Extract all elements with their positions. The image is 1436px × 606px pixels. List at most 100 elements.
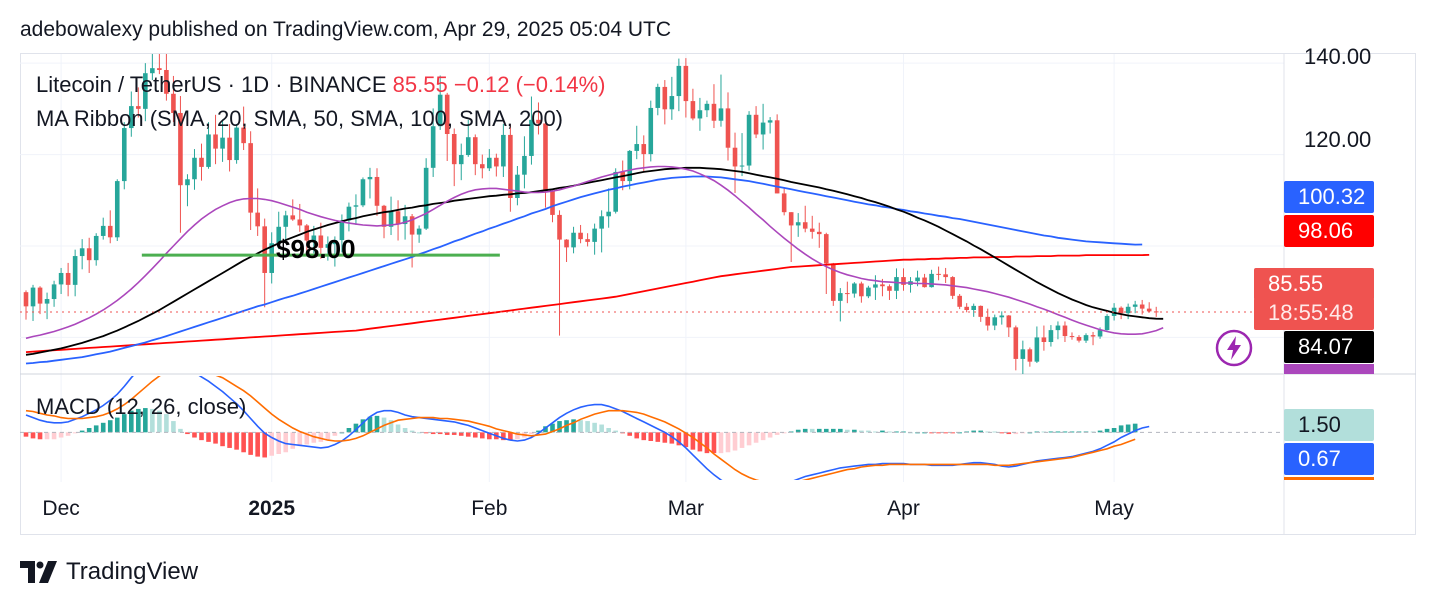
candle	[950, 276, 955, 300]
macd-bar	[704, 432, 710, 454]
macd-bar	[402, 428, 408, 433]
candle	[529, 96, 534, 165]
macd-bar	[360, 419, 366, 433]
macd-bar	[374, 415, 380, 433]
macd-bar	[774, 432, 780, 435]
candle	[964, 303, 969, 313]
candle-body	[690, 101, 696, 119]
candle-body	[86, 248, 92, 261]
candles	[23, 54, 1159, 374]
candle-body	[1132, 304, 1138, 307]
candle	[1132, 300, 1138, 314]
macd-bar	[1013, 432, 1019, 435]
macd-bar	[1041, 431, 1047, 433]
candle	[634, 125, 640, 160]
candle	[318, 222, 324, 259]
tradingview-footer[interactable]: TradingView	[20, 558, 198, 586]
candle	[487, 149, 492, 172]
candle-body	[873, 284, 878, 288]
macd-bar	[23, 432, 29, 437]
candle	[592, 223, 597, 255]
macd-bar	[627, 432, 633, 436]
candle	[171, 75, 176, 123]
candle	[367, 167, 373, 199]
candle-body	[367, 176, 373, 180]
lightning-icon[interactable]	[1214, 328, 1254, 368]
candle-body	[767, 120, 773, 123]
candle	[957, 294, 962, 310]
candle	[1055, 321, 1061, 340]
macd-bar	[943, 432, 948, 434]
candle	[978, 305, 984, 322]
candle-body	[1076, 336, 1082, 341]
candle-body	[1013, 327, 1019, 359]
macd-bar	[44, 432, 50, 440]
macd-bar	[543, 426, 548, 433]
macd-bar	[1125, 424, 1131, 433]
chart-frame[interactable]	[20, 53, 1416, 535]
candle	[416, 225, 422, 243]
candle-body	[121, 128, 127, 182]
candle	[374, 168, 380, 216]
macd-bar	[613, 430, 618, 433]
candle	[227, 123, 232, 172]
candle-body	[114, 181, 120, 238]
candle-body	[1034, 337, 1040, 362]
candle	[255, 188, 260, 236]
candle-body	[901, 277, 906, 285]
macd-bar	[662, 432, 668, 443]
countdown-tag: 18:55:48	[1254, 298, 1374, 330]
candle	[472, 134, 478, 176]
candle	[304, 224, 310, 254]
candle	[992, 314, 998, 331]
candle	[100, 217, 106, 240]
candle	[655, 83, 661, 116]
candle-body	[93, 235, 99, 261]
candle	[866, 285, 871, 299]
candle	[571, 226, 576, 254]
candle-body	[304, 225, 310, 241]
candle-body	[543, 123, 548, 192]
candle	[564, 239, 569, 262]
candle-body	[894, 277, 899, 291]
candle-body	[845, 293, 850, 295]
candle-body	[206, 134, 211, 167]
candle-body	[627, 150, 633, 182]
macd-bar	[1055, 431, 1061, 433]
last-price: 85.55	[392, 72, 448, 97]
macd-bar	[171, 421, 176, 433]
candle-body	[171, 93, 176, 113]
candle-body	[430, 126, 436, 168]
macd-bar	[353, 423, 359, 433]
macd-bar	[669, 432, 675, 444]
candle	[1069, 332, 1075, 340]
candle-body	[444, 94, 450, 134]
candle	[346, 202, 352, 232]
candle-body	[816, 231, 822, 235]
candle	[1048, 325, 1054, 347]
candle-body	[578, 232, 583, 240]
macd-bar	[332, 432, 338, 436]
candle-body	[922, 277, 927, 288]
macd-bar	[437, 432, 443, 435]
candle	[599, 210, 604, 253]
candle-body	[838, 293, 843, 301]
candle-body	[985, 316, 991, 326]
candle-body	[704, 103, 710, 111]
macd-bar	[753, 432, 759, 443]
candle	[86, 237, 92, 273]
candle-body	[339, 220, 345, 241]
macd-bar	[838, 428, 843, 433]
candle-body	[360, 179, 366, 206]
x-tick-label: Mar	[667, 497, 704, 520]
candle	[1027, 347, 1033, 367]
macd-bar	[648, 432, 654, 441]
candle-body	[1041, 337, 1047, 342]
moving-averages	[25, 165, 1164, 365]
candle-body	[1006, 315, 1012, 328]
candle-body	[374, 176, 380, 206]
candle-body	[788, 212, 794, 226]
candle	[802, 205, 808, 233]
candle-body	[30, 287, 36, 307]
